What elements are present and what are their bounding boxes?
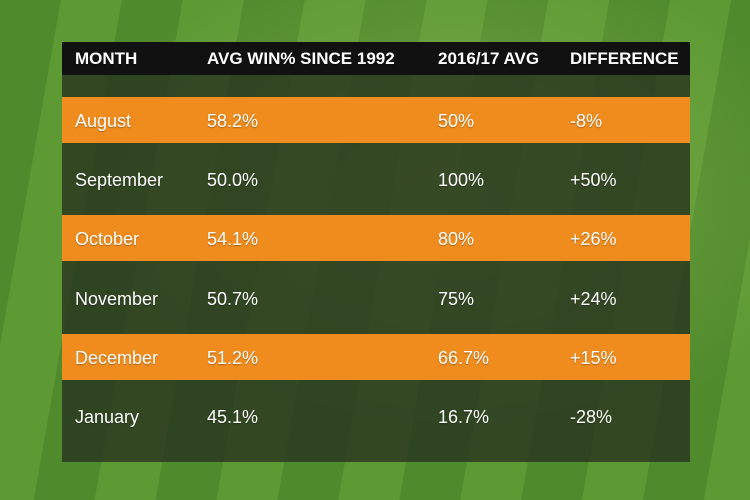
row-band [62, 97, 690, 143]
table-cell: 50% [438, 111, 475, 131]
table-cell: September [75, 170, 164, 191]
table-cell: November [75, 288, 159, 309]
table-cell: +50% [570, 170, 617, 191]
table-cell: January [75, 407, 140, 427]
header-cell: MONTH [75, 49, 138, 68]
header-row [62, 42, 690, 75]
row-band [62, 333, 690, 380]
table-cell: 50.7% [207, 288, 259, 309]
table-cell: 16.7% [438, 407, 490, 427]
table-cell: -8% [570, 111, 603, 131]
table-cell: 51.2% [207, 347, 259, 368]
table-cell: 50.0% [207, 170, 259, 191]
table-cell: August [75, 111, 132, 131]
table-cell: +15% [570, 347, 617, 368]
table: MONTH AVG WIN% SINCE 1992 2016/17 AVG DIFFE… [62, 42, 690, 462]
header-cell: 2016/17 AVG [438, 49, 540, 68]
row-band [62, 215, 690, 262]
table-cell: +26% [570, 229, 617, 250]
table-cell: 45.1% [207, 407, 259, 427]
table-cell: 58.2% [207, 111, 259, 131]
table-cell: +24% [570, 288, 617, 309]
table-cell: 54.1% [207, 229, 259, 250]
table-cell: October [75, 229, 140, 250]
table-cell: December [75, 347, 159, 368]
table-cell: 75% [438, 288, 475, 309]
table-cell: 100% [438, 170, 485, 191]
table-cell: -28% [570, 407, 613, 427]
table-cell: 80% [438, 229, 475, 250]
table-cell: 66.7% [438, 347, 490, 368]
header-cell: AVG WIN% SINCE 1992 [207, 49, 395, 68]
header-cell: DIFFERENCE [570, 49, 679, 68]
